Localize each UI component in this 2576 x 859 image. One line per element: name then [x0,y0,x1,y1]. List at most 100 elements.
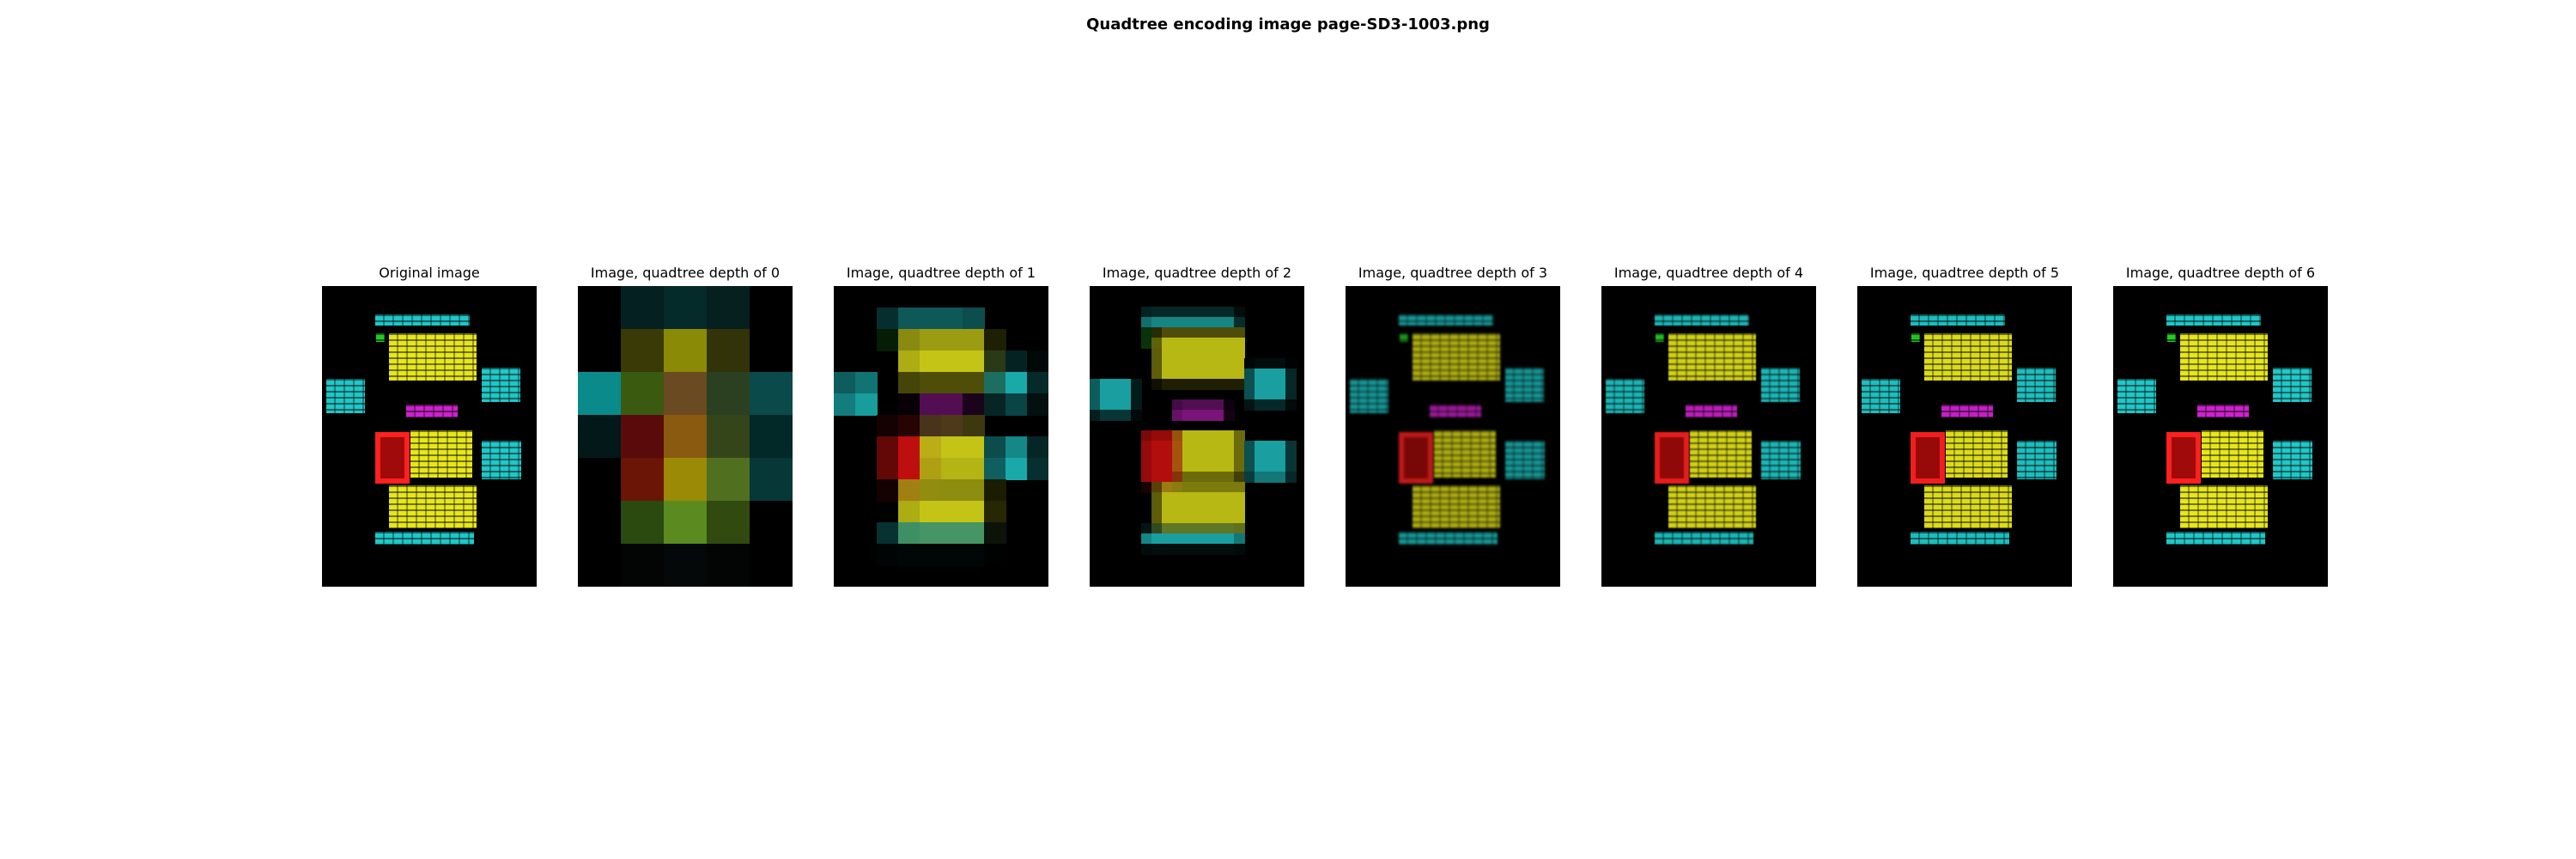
quadtree-cell [750,329,793,372]
quadtree-cell [578,501,621,544]
quadtree-cell [1151,513,1163,524]
quadtree-cell [1244,379,1255,390]
quadtree-cell [1172,544,1183,555]
quadtree-cell [1203,513,1214,524]
quadtree-cell [1244,369,1255,380]
quadtree-cell [1265,472,1276,483]
quadtree-cell [707,372,750,415]
quadtree-cell [1193,461,1204,472]
quadtree-cell [1162,379,1173,390]
quadtree-cell [1285,461,1297,472]
quadtree-cell [920,329,942,351]
quadtree-cell [1255,441,1266,452]
quadtree-cell [877,436,899,459]
quadtree-cell [1131,410,1142,421]
panel-title-depth-2: Image, quadtree depth of 2 [1102,265,1292,281]
lower-paragraph [2180,485,2268,528]
quadtree-cell [1172,492,1183,503]
quadtree-cell [1005,372,1028,394]
panel-title-depth-6: Image, quadtree depth of 6 [2125,265,2316,281]
quadtree-cell [1182,523,1194,534]
quadtree-cell [1275,358,1286,369]
quadtree-cell [1162,348,1173,359]
quadtree-cell [1193,492,1204,503]
panel-depth-6 [2113,286,2328,587]
quadtree-cell [1162,472,1173,483]
quadtree-cell [920,372,942,394]
quadtree-cell [1172,523,1183,534]
quadtree-cell [1172,338,1183,349]
quadtree-cell [963,350,985,373]
quadtree-cell [1151,451,1163,462]
quadtree-cell [1224,358,1235,369]
quadtree-cell [1121,399,1132,411]
quadtree-cell [1141,451,1152,462]
quadtree-cell [1244,358,1255,369]
quadtree-cell [1182,307,1194,318]
quadtree-cell [1193,399,1204,411]
quadtree-cell [941,415,963,437]
panel-depth-1 [834,286,1048,587]
quadtree-cell [1224,369,1235,380]
quadtree-cell [707,458,750,501]
quadtree-cell [1182,513,1194,524]
quadtree-cell [1224,338,1235,349]
quadtree-cell [1203,317,1214,328]
quadtree-cell [1224,379,1235,390]
quadtree-cell [1090,410,1101,421]
quadtree-cell [1193,317,1204,328]
quadtree-cell [1213,399,1224,411]
quadtree-cell [1151,358,1163,369]
quadtree-cell [1224,327,1235,338]
quadtree-cell [1265,441,1276,452]
quadtree-cell [1265,389,1276,400]
quadtree-cell [984,329,1006,351]
quadtree-cell [1255,399,1266,411]
quadtree-cell [1234,523,1245,534]
quadtree-cell [1213,492,1224,503]
quadtree-cell [1027,372,1048,394]
quadtree-cell [621,501,664,544]
quadtree-cell [1213,482,1224,493]
quadtree-cell [1234,369,1245,380]
quadtree-cell [877,544,899,566]
quadtree-cell [1224,441,1235,452]
quadtree-cell [1193,472,1204,483]
quadtree-cell [963,544,985,566]
panel-title-depth-3: Image, quadtree depth of 3 [1358,265,1548,281]
list-marker [2167,333,2176,342]
lower-paragraph [1668,485,1756,528]
quadtree-cell [1213,472,1224,483]
quadtree-cell [1193,482,1204,493]
panel-title-original: Original image [379,265,480,281]
quadtree-cell [1162,338,1173,349]
quadtree-cell [920,436,942,459]
quadtree-cell [1213,533,1224,545]
quadtree-cell [1162,441,1173,452]
quadtree-cell [1234,317,1245,328]
quadtree-cell [1151,472,1163,483]
quadtree-cell [941,393,963,416]
quadtree-cell [1005,458,1028,480]
quadtree-cell [1182,410,1194,421]
quadtree-cell [941,544,963,566]
figure-block [375,432,410,484]
quadtree-cell [984,458,1006,480]
quadtree-cell [1172,472,1183,483]
list-marker [1400,333,1408,342]
quadtree-cell [578,415,621,458]
quadtree-cell [1151,379,1163,390]
quadtree-cell [1182,430,1194,442]
right-side-text [482,441,521,479]
quadtree-cell [1285,379,1297,390]
quadtree-cell [963,308,985,330]
quadtree-cell [1244,472,1255,483]
quadtree-cell [1193,544,1204,555]
panel-depth-2 [1090,286,1304,587]
middle-paragraph [1690,430,1752,478]
quadtree-cell [707,415,750,458]
quadtree-cell [1224,472,1235,483]
quadtree-cell [578,372,621,415]
quadtree-cell [1172,358,1183,369]
